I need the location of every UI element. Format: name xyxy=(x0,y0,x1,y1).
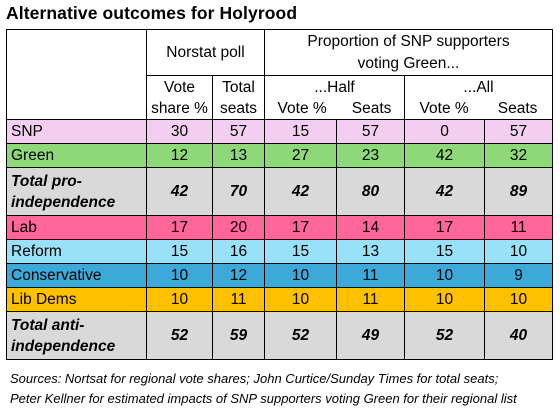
cell: 13 xyxy=(336,239,405,264)
cell: 12 xyxy=(212,263,265,288)
cell: 11 xyxy=(484,215,553,240)
total-seats-header-line2: seats xyxy=(219,99,258,117)
row-label-conservative: Conservative xyxy=(6,263,147,288)
table-row: Reform 15 16 15 13 15 10 xyxy=(6,239,553,264)
cell: 80 xyxy=(336,167,405,216)
cell: 57 xyxy=(336,119,405,144)
cell: 10 xyxy=(484,287,553,312)
row-label-green: Green xyxy=(6,143,147,168)
cell: 52 xyxy=(404,311,485,360)
vote-share-header-line1: Vote xyxy=(163,78,196,96)
half-seats-header: Seats xyxy=(351,99,392,117)
proportion-header: Proportion of SNP supporters voting Gree… xyxy=(264,29,553,76)
total-seats-header-line1: Total xyxy=(222,78,255,96)
cell: 16 xyxy=(212,239,265,264)
row-label-total-pro: Total pro- independence xyxy=(6,167,147,216)
cell: 11 xyxy=(336,263,405,288)
cell: 15 xyxy=(146,239,213,264)
cell: 11 xyxy=(212,287,265,312)
source-note-line1: Sources: Nortsat for regional vote share… xyxy=(10,371,499,386)
table-row: Total pro- independence 42 70 42 80 42 8… xyxy=(6,167,553,216)
cell: 42 xyxy=(404,167,485,216)
cell: 10 xyxy=(264,263,337,288)
table-row: Lib Dems 10 11 10 11 10 10 xyxy=(6,287,553,312)
table-row: Conservative 10 12 10 11 10 9 xyxy=(6,263,553,288)
cell: 10 xyxy=(404,287,485,312)
all-seats-header: Seats xyxy=(497,99,538,117)
cell: 11 xyxy=(336,287,405,312)
source-note-line2: Peter Kellner for estimated impacts of S… xyxy=(10,391,517,406)
cell: 59 xyxy=(212,311,265,360)
half-header-label: ...Half xyxy=(314,78,355,96)
table-row: Green 12 13 27 23 42 32 xyxy=(6,143,553,168)
cell: 17 xyxy=(404,215,485,240)
half-header: ...Half Vote % Seats xyxy=(264,75,405,120)
cell: 10 xyxy=(146,287,213,312)
cell: 70 xyxy=(212,167,265,216)
table-title: Alternative outcomes for Holyrood xyxy=(6,3,298,23)
cell: 57 xyxy=(212,119,265,144)
cell: 52 xyxy=(264,311,337,360)
norstat-poll-header: Norstat poll xyxy=(146,29,265,76)
table-row: Total anti- independence 52 59 52 49 52 … xyxy=(6,311,553,360)
cell: 52 xyxy=(146,311,213,360)
proportion-header-line2: voting Green... xyxy=(357,54,460,72)
table-row: SNP 30 57 15 57 0 57 xyxy=(6,119,553,144)
cell: 10 xyxy=(264,287,337,312)
total-seats-header: Total seats xyxy=(212,75,265,120)
cell: 15 xyxy=(264,239,337,264)
outcomes-table: Norstat poll Proportion of SNP supporter… xyxy=(6,29,553,360)
cell: 49 xyxy=(336,311,405,360)
row-label-reform: Reform xyxy=(6,239,147,264)
cell: 14 xyxy=(336,215,405,240)
cell: 42 xyxy=(146,167,213,216)
cell: 30 xyxy=(146,119,213,144)
cell: 9 xyxy=(484,263,553,288)
cell: 32 xyxy=(484,143,553,168)
cell: 40 xyxy=(484,311,553,360)
proportion-header-line1: Proportion of SNP supporters xyxy=(307,32,510,50)
cell: 15 xyxy=(264,119,337,144)
source-note: Sources: Nortsat for regional vote share… xyxy=(10,369,517,409)
row-label-total-anti: Total anti- independence xyxy=(6,311,147,360)
row-label-snp: SNP xyxy=(6,119,147,144)
cell: 10 xyxy=(404,263,485,288)
corner-cell-lower xyxy=(6,75,147,120)
cell: 10 xyxy=(146,263,213,288)
row-label-total-anti-line1: Total anti- xyxy=(11,316,85,334)
row-label-total-anti-line2: independence xyxy=(11,337,116,355)
cell: 10 xyxy=(484,239,553,264)
row-label-lib-dems: Lib Dems xyxy=(6,287,147,312)
vote-share-header-line2: share % xyxy=(151,99,208,117)
cell: 15 xyxy=(404,239,485,264)
cell: 13 xyxy=(212,143,265,168)
cell: 57 xyxy=(484,119,553,144)
cell: 12 xyxy=(146,143,213,168)
vote-share-header: Vote share % xyxy=(146,75,213,120)
row-label-lab: Lab xyxy=(6,215,147,240)
all-vote-pct-header: Vote % xyxy=(419,99,469,117)
corner-cell xyxy=(6,29,147,76)
cell: 42 xyxy=(404,143,485,168)
cell: 17 xyxy=(264,215,337,240)
cell: 42 xyxy=(264,167,337,216)
all-header: ...All Vote % Seats xyxy=(404,75,553,120)
cell: 27 xyxy=(264,143,337,168)
row-label-total-pro-line2: independence xyxy=(11,193,116,211)
half-vote-pct-header: Vote % xyxy=(277,99,327,117)
cell: 89 xyxy=(484,167,553,216)
cell: 17 xyxy=(146,215,213,240)
table-row: Lab 17 20 17 14 17 11 xyxy=(6,215,553,240)
cell: 20 xyxy=(212,215,265,240)
all-header-label: ...All xyxy=(463,78,494,96)
cell: 0 xyxy=(404,119,485,144)
cell: 23 xyxy=(336,143,405,168)
row-label-total-pro-line1: Total pro- xyxy=(11,172,82,190)
